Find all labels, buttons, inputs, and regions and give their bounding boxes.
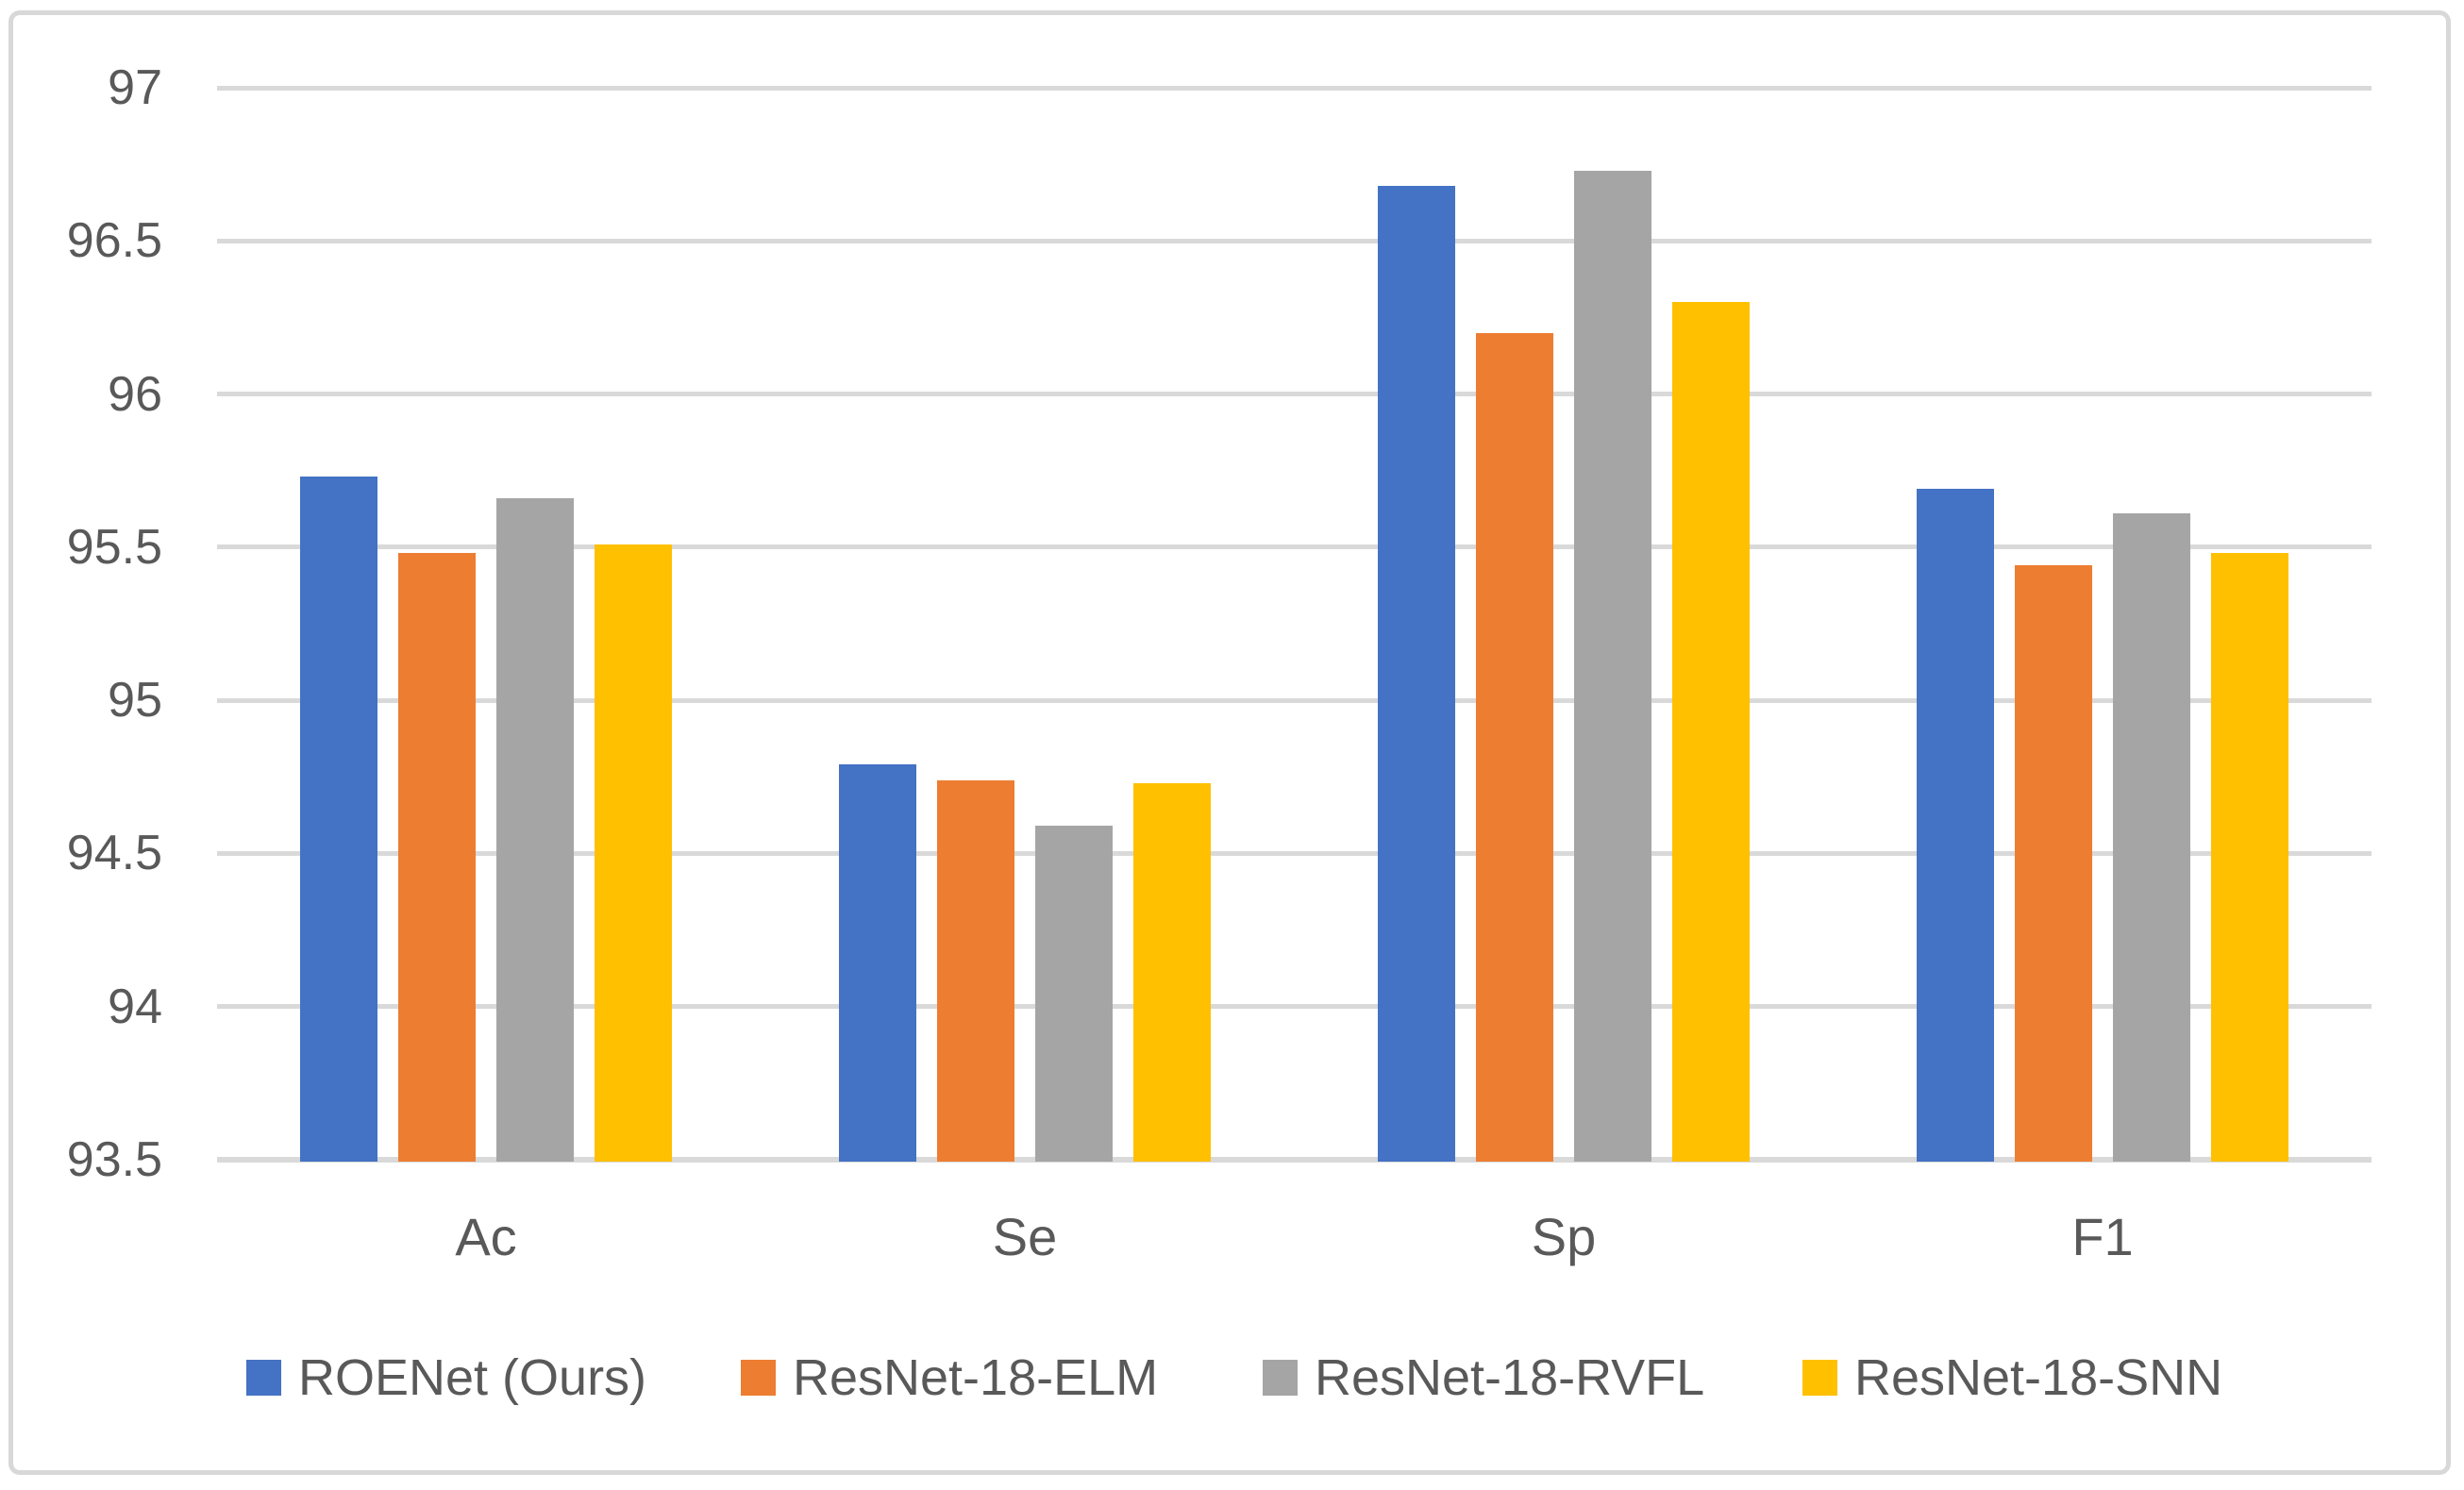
x-category-label: Se bbox=[992, 1207, 1058, 1266]
legend-label: ResNet-18-RVFL bbox=[1315, 1349, 1705, 1406]
bar-resnet-18-rvfl-se bbox=[1035, 826, 1113, 1162]
bar-resnet-18-rvfl-sp bbox=[1574, 171, 1651, 1162]
y-tick-label: 94.5 bbox=[66, 826, 162, 880]
x-category-label: F1 bbox=[2071, 1207, 2134, 1266]
legend-label: ROENet (Ours) bbox=[298, 1349, 647, 1406]
y-tick-label: 97 bbox=[108, 60, 162, 115]
legend-swatch bbox=[1802, 1360, 1837, 1396]
bar-roenet-ours-sp bbox=[1378, 186, 1455, 1162]
legend-swatch bbox=[1263, 1360, 1298, 1396]
legend-swatch bbox=[741, 1360, 776, 1396]
y-tick-label: 93.5 bbox=[66, 1132, 162, 1187]
gridline bbox=[217, 86, 2372, 91]
legend-item-resnet-18-rvfl: ResNet-18-RVFL bbox=[1263, 1351, 1704, 1404]
x-category-label: Sp bbox=[1531, 1207, 1597, 1266]
bar-roenet-ours-f1 bbox=[1917, 489, 1994, 1162]
bar-resnet-18-snn-se bbox=[1133, 783, 1211, 1162]
bar-resnet-18-snn-sp bbox=[1672, 302, 1750, 1162]
gridline bbox=[217, 392, 2372, 396]
y-tick-label: 95 bbox=[108, 673, 162, 728]
legend-item-resnet-18-elm: ResNet-18-ELM bbox=[741, 1351, 1158, 1404]
legend-label: ResNet-18-ELM bbox=[793, 1349, 1159, 1406]
legend-item-resnet-18-snn: ResNet-18-SNN bbox=[1802, 1351, 2222, 1404]
bar-resnet-18-snn-f1 bbox=[2211, 553, 2288, 1162]
bar-resnet-18-elm-se bbox=[937, 780, 1014, 1162]
x-axis-line bbox=[217, 1157, 2372, 1163]
bar-resnet-18-snn-ac bbox=[595, 544, 672, 1162]
y-tick-label: 96.5 bbox=[66, 213, 162, 268]
bar-resnet-18-rvfl-ac bbox=[496, 498, 574, 1162]
legend-swatch bbox=[246, 1360, 281, 1396]
bar-resnet-18-elm-sp bbox=[1476, 333, 1553, 1162]
legend-label: ResNet-18-SNN bbox=[1854, 1349, 2223, 1406]
bar-roenet-ours-ac bbox=[300, 477, 377, 1162]
bar-resnet-18-rvfl-f1 bbox=[2113, 513, 2190, 1162]
y-tick-label: 96 bbox=[108, 367, 162, 422]
bar-roenet-ours-se bbox=[839, 764, 916, 1162]
gridline bbox=[217, 544, 2372, 549]
y-tick-label: 95.5 bbox=[66, 520, 162, 575]
bar-resnet-18-elm-ac bbox=[398, 553, 476, 1162]
y-tick-label: 94 bbox=[108, 979, 162, 1034]
legend-item-roenet-ours: ROENet (Ours) bbox=[246, 1351, 646, 1404]
gridline bbox=[217, 698, 2372, 703]
gridline bbox=[217, 1004, 2372, 1009]
x-category-label: Ac bbox=[455, 1207, 517, 1266]
gridline bbox=[217, 239, 2372, 243]
bar-resnet-18-elm-f1 bbox=[2015, 565, 2092, 1162]
gridline bbox=[217, 851, 2372, 856]
